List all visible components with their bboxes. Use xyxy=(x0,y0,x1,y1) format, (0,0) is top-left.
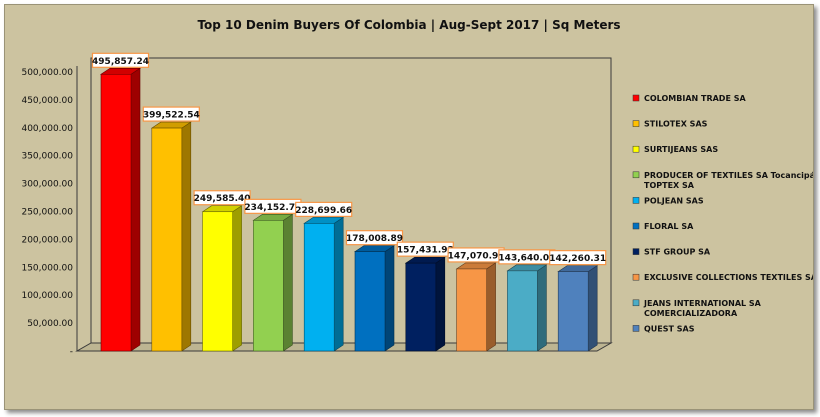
data-label-box xyxy=(549,250,607,266)
y-tick-label: 500,000.00 xyxy=(21,68,73,78)
y-tick-label: 200,000.00 xyxy=(21,235,73,245)
bar xyxy=(507,270,538,352)
legend-swatch xyxy=(632,197,640,204)
bar-chart: - 50,000.00 100,000.00 150,000.00 200,000.00… xyxy=(21,52,813,357)
y-tick-label: 400,000.00 xyxy=(21,124,73,134)
bar xyxy=(303,223,335,352)
bar-side xyxy=(384,245,395,352)
y-tick-label: 50,000.00 xyxy=(27,319,73,329)
legend-label: PRODUCER OF TEXTILES SA Tocancipá xyxy=(644,171,813,180)
legend-label: TOPTEX SA xyxy=(644,181,695,190)
legend-swatch xyxy=(632,273,640,281)
data-label: 178,008.89 xyxy=(346,234,403,244)
bar xyxy=(253,220,284,352)
legend-swatch xyxy=(632,145,640,153)
y-tick-label: 250,000.00 xyxy=(21,208,73,218)
bar-side xyxy=(435,256,446,352)
bar xyxy=(202,211,233,352)
y-tick-label: 450,000.00 xyxy=(21,96,73,106)
bar xyxy=(151,127,183,352)
y-tick-label: 350,000.00 xyxy=(21,152,73,162)
data-label-box xyxy=(91,52,150,68)
y-tick-label: 300,000.00 xyxy=(21,180,73,190)
bar xyxy=(354,251,386,352)
data-label-box xyxy=(142,106,200,122)
data-label: 147,070.98 xyxy=(448,251,505,261)
data-label: 228,699.66 xyxy=(295,206,352,216)
legend-label: COLOMBIAN TRADE SA xyxy=(644,94,746,103)
legend-swatch xyxy=(632,120,640,127)
legend-label: FLORAL SA xyxy=(644,222,694,231)
legend-label: JEANS INTERNATIONAL SA xyxy=(643,299,762,308)
data-label: 142,260.31 xyxy=(549,254,606,264)
data-label: 234,152.73 xyxy=(244,203,301,213)
bar-side xyxy=(232,205,242,352)
bar xyxy=(100,74,132,352)
legend-label: QUEST SAS xyxy=(644,324,695,333)
y-tick-label: - xyxy=(70,347,73,357)
bar-side xyxy=(333,216,344,352)
legend-swatch xyxy=(632,222,640,230)
chart-title: Top 10 Denim Buyers Of Colombia | Aug-Se… xyxy=(197,18,621,32)
bar-side xyxy=(181,121,192,352)
legend-swatch xyxy=(632,171,640,179)
bar-side xyxy=(537,264,547,352)
data-label-box xyxy=(345,230,404,246)
data-label: 399,522.54 xyxy=(143,111,200,121)
bar-side xyxy=(283,213,293,352)
legend-label: STILOTEX SAS xyxy=(644,120,708,129)
legend-label: STF GROUP SA xyxy=(644,248,711,257)
bar xyxy=(456,268,487,352)
bar xyxy=(405,262,437,352)
bar-side xyxy=(587,265,598,352)
legend-label: COMERCIALIZADORA xyxy=(644,309,738,318)
data-label: 157,431.93 xyxy=(397,246,454,256)
legend-swatch xyxy=(632,299,640,307)
y-tick-label: 100,000.00 xyxy=(21,291,73,301)
legend-swatch xyxy=(632,94,640,102)
legend-label: EXCLUSIVE COLLECTIONS TEXTILES SA xyxy=(644,273,813,282)
data-label-box xyxy=(193,190,251,206)
data-label-box xyxy=(295,201,353,217)
bar-side xyxy=(486,262,496,352)
chart-frame: Top 10 Denim Buyers Of Colombia | Aug-Se… xyxy=(4,4,814,410)
y-tick-label: 150,000.00 xyxy=(21,263,73,273)
legend-swatch xyxy=(632,248,640,255)
bar xyxy=(557,271,589,352)
legend-label: SURTIJEANS SAS xyxy=(644,145,718,154)
data-label: 143,640.05 xyxy=(498,253,555,263)
bar-side xyxy=(130,67,141,352)
data-label: 495,857.24 xyxy=(92,57,149,67)
legend-swatch xyxy=(632,325,640,332)
legend-label: POLJEAN SAS xyxy=(644,196,704,205)
data-label: 249,585.40 xyxy=(194,194,251,204)
